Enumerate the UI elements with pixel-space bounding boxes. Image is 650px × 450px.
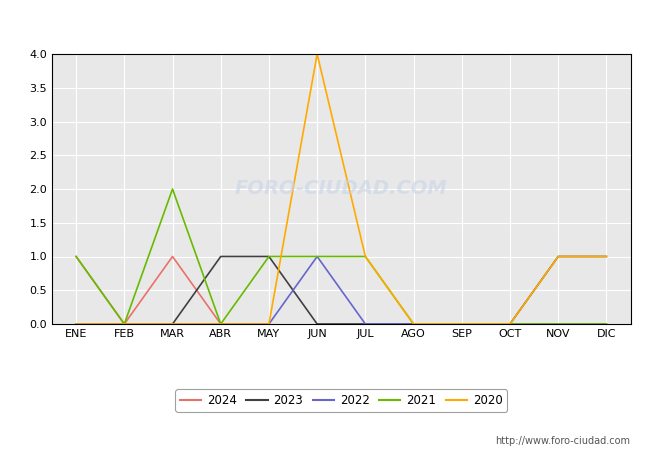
Text: FORO-CIUDAD.COM: FORO-CIUDAD.COM — [235, 180, 448, 198]
Text: http://www.foro-ciudad.com: http://www.foro-ciudad.com — [495, 436, 630, 446]
Legend: 2024, 2023, 2022, 2021, 2020: 2024, 2023, 2022, 2021, 2020 — [176, 389, 507, 412]
Text: Matriculaciones de Vehiculos en Alconaba: Matriculaciones de Vehiculos en Alconaba — [151, 13, 499, 31]
